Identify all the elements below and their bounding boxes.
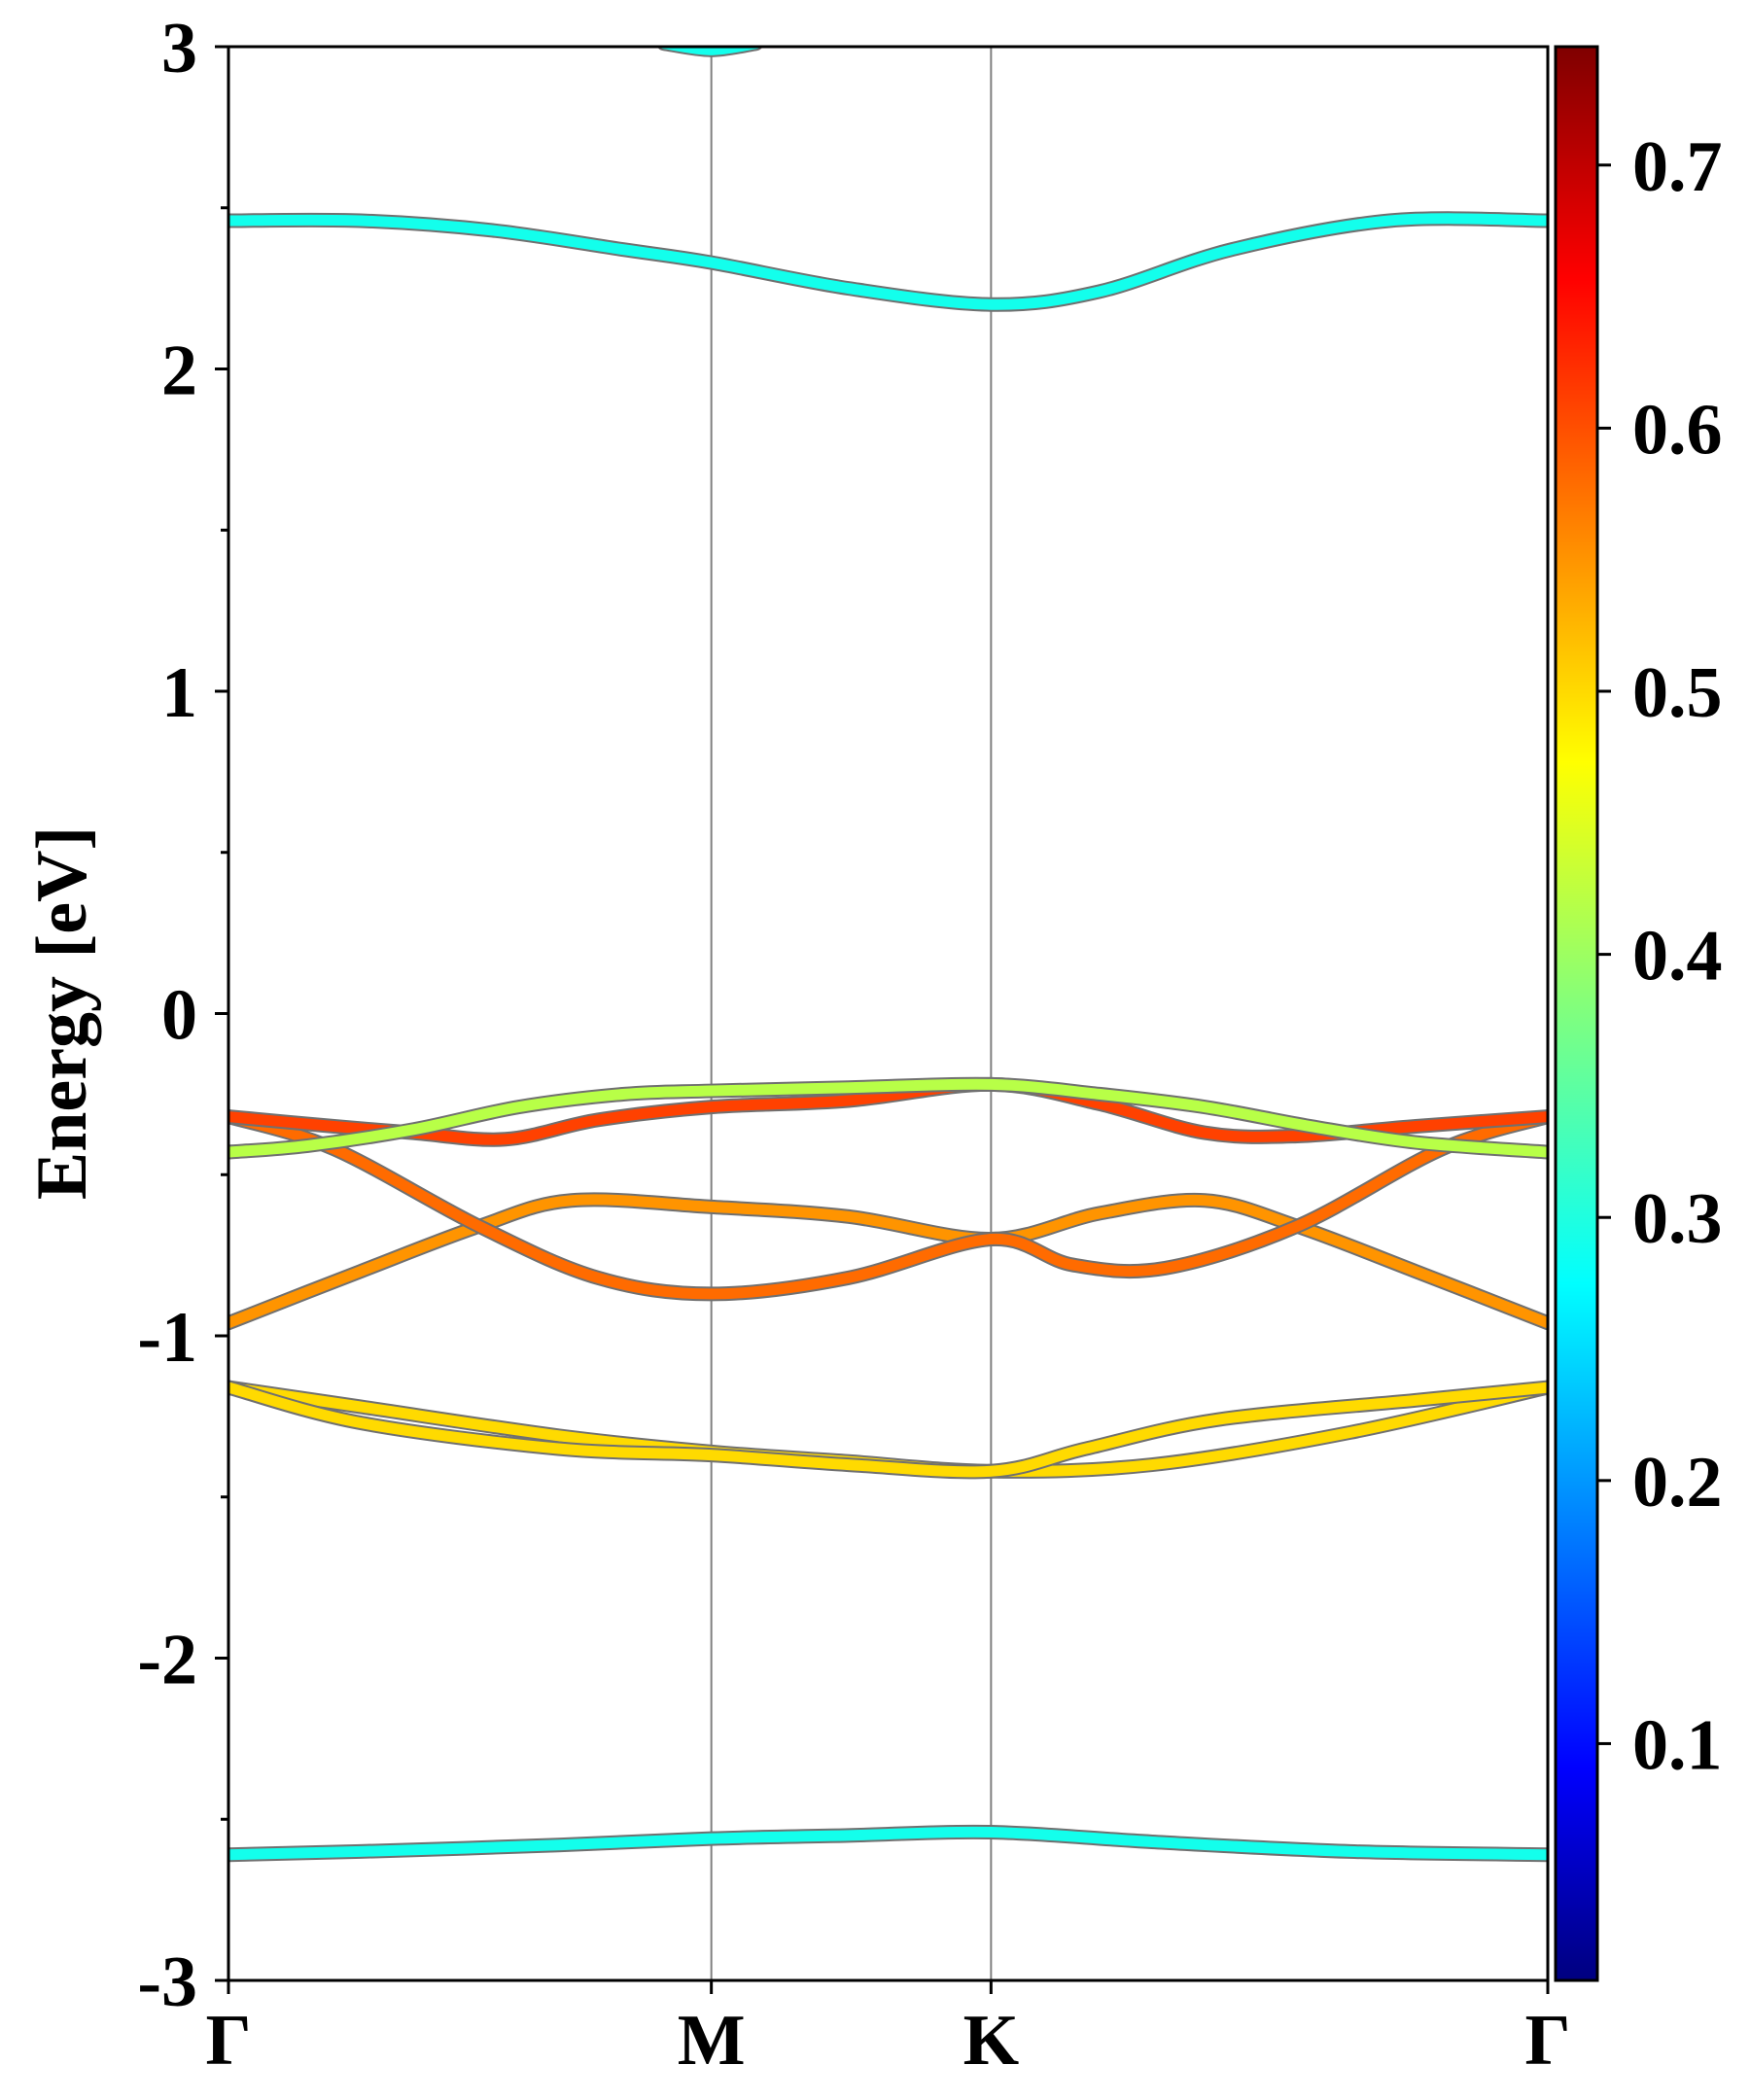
x-tick-label: M <box>678 2001 746 2081</box>
colorbar-tick-label: 0.6 <box>1632 390 1723 470</box>
high-symmetry-lines <box>710 47 993 1980</box>
y-tick-label: -2 <box>137 1621 197 1700</box>
band-line <box>228 1826 1548 1861</box>
y-tick-label: 2 <box>161 332 197 411</box>
y-axis-ticks: 3 2 1 0 -1 -2 -3 <box>137 9 228 2022</box>
colorbar-tick-label: 0.1 <box>1632 1705 1723 1785</box>
y-tick-label: -3 <box>137 1942 197 2022</box>
colorbar-tick-label: 0.2 <box>1632 1443 1723 1522</box>
band-line <box>228 213 1548 310</box>
band-line <box>659 47 761 55</box>
y-tick-label: -1 <box>137 1298 197 1378</box>
x-tick-label: Γ <box>1524 2001 1570 2081</box>
colorbar-ticks: 0.1 0.2 0.3 0.4 0.5 0.6 0.7 <box>1597 127 1723 1785</box>
colorbar-tick-label: 0.7 <box>1632 127 1723 207</box>
band-line <box>228 1382 1548 1478</box>
y-tick-label: 1 <box>161 653 197 733</box>
x-tick-label: Γ <box>205 2001 251 2081</box>
bands-group <box>228 47 1548 1863</box>
y-axis-label: Energy [eV] <box>22 826 102 1200</box>
colorbar <box>1554 45 1599 1982</box>
plot-frame <box>227 45 1550 1982</box>
y-tick-label: 3 <box>161 9 197 88</box>
band-line <box>228 1078 1548 1158</box>
x-tick-label: K <box>963 2001 1020 2081</box>
band-line <box>228 1111 1548 1300</box>
colorbar-tick-label: 0.4 <box>1632 917 1723 997</box>
y-tick-label: 0 <box>161 976 197 1056</box>
colorbar-tick-label: 0.3 <box>1632 1179 1723 1259</box>
band-line <box>228 1194 1548 1329</box>
colorbar-tick-label: 0.5 <box>1632 653 1723 733</box>
